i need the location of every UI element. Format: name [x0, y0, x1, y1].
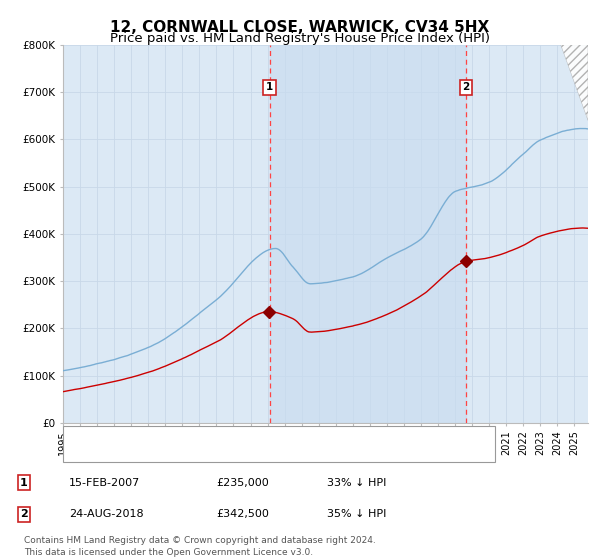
FancyBboxPatch shape	[63, 426, 495, 462]
Text: 24-AUG-2018: 24-AUG-2018	[69, 509, 143, 519]
Text: 2: 2	[463, 82, 470, 92]
Text: Price paid vs. HM Land Registry's House Price Index (HPI): Price paid vs. HM Land Registry's House …	[110, 32, 490, 45]
Text: 15-FEB-2007: 15-FEB-2007	[69, 478, 140, 488]
Text: 12, CORNWALL CLOSE, WARWICK, CV34 5HX: 12, CORNWALL CLOSE, WARWICK, CV34 5HX	[110, 20, 490, 35]
Bar	[269, 45, 466, 423]
Text: Contains HM Land Registry data © Crown copyright and database right 2024.
This d: Contains HM Land Registry data © Crown c…	[24, 536, 376, 557]
Text: £342,500: £342,500	[216, 509, 269, 519]
Text: 33% ↓ HPI: 33% ↓ HPI	[327, 478, 386, 488]
Text: 35% ↓ HPI: 35% ↓ HPI	[327, 509, 386, 519]
Text: 12, CORNWALL CLOSE, WARWICK, CV34 5HX (detached house): 12, CORNWALL CLOSE, WARWICK, CV34 5HX (d…	[106, 431, 457, 441]
Text: 1: 1	[266, 82, 273, 92]
Polygon shape	[561, 45, 588, 120]
Text: 2: 2	[20, 509, 28, 519]
Text: HPI: Average price, detached house, Warwick: HPI: Average price, detached house, Warw…	[106, 449, 359, 459]
Text: 1: 1	[20, 478, 28, 488]
Text: £235,000: £235,000	[216, 478, 269, 488]
